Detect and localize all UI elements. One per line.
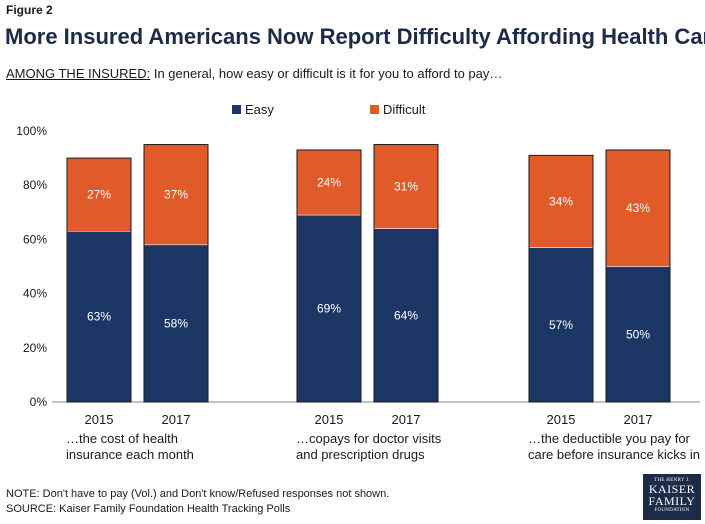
y-tick-label: 0% (30, 395, 48, 409)
bar-outline (605, 149, 671, 403)
chart-subtitle: AMONG THE INSURED: In general, how easy … (6, 66, 502, 81)
data-label-difficult: 24% (317, 175, 341, 189)
stacked-bar-chart: Easy Difficult 0% 20% 40% 60% 80% 100% 63% 27% 201… (16, 102, 700, 462)
x-tick-label-year: 2017 (162, 412, 191, 427)
bar-difficult (66, 157, 132, 232)
bar-easy (373, 228, 439, 403)
data-label-difficult: 31% (394, 180, 418, 194)
data-label-easy: 58% (164, 316, 188, 330)
bar-easy (528, 247, 594, 403)
logo-line-1: THE HENRY J. (654, 478, 690, 483)
bar-difficult (296, 149, 362, 216)
figure-label: Figure 2 (6, 3, 53, 17)
subtitle-prefix: AMONG THE INSURED: (6, 66, 151, 81)
bar-outline (296, 149, 362, 403)
logo-line-2: KAISER (648, 482, 696, 496)
bar-easy (296, 214, 362, 403)
data-label-easy: 50% (626, 327, 650, 341)
bar-difficult (143, 144, 209, 246)
y-tick-label: 100% (16, 124, 47, 138)
data-label-easy: 64% (394, 308, 418, 322)
x-tick-label-year: 2017 (392, 412, 421, 427)
kff-logo: THE HENRY J. KAISER FAMILY FOUNDATION (643, 474, 701, 520)
x-tick-label-year: 2015 (547, 412, 576, 427)
data-label-difficult: 27% (87, 188, 111, 202)
group-label: insurance each month (66, 447, 194, 462)
bar-outline (143, 144, 209, 403)
y-tick-label: 60% (23, 232, 47, 246)
bar-easy (605, 266, 671, 403)
data-label-easy: 63% (87, 310, 111, 324)
legend-label-easy: Easy (245, 102, 274, 117)
bar-difficult (605, 149, 671, 267)
legend-swatch-easy (232, 105, 241, 114)
data-label-easy: 57% (549, 318, 573, 332)
y-tick-label: 20% (23, 341, 47, 355)
data-label-difficult: 43% (626, 201, 650, 215)
logo-line-3: FAMILY (648, 494, 696, 508)
group-label: …the cost of health (66, 431, 178, 446)
bar-outline (373, 144, 439, 403)
legend-swatch-difficult (370, 105, 379, 114)
chart-note: NOTE: Don't have to pay (Vol.) and Don't… (6, 488, 390, 500)
y-tick-label: 40% (23, 287, 47, 301)
group-label: care before insurance kicks in (528, 447, 700, 462)
x-tick-label-year: 2015 (315, 412, 344, 427)
data-label-difficult: 34% (549, 194, 573, 208)
legend-label-difficult: Difficult (383, 102, 426, 117)
subtitle-text: In general, how easy or difficult is it … (150, 66, 503, 81)
data-label-difficult: 37% (164, 188, 188, 202)
group-label: …copays for doctor visits (296, 431, 442, 446)
group-label: …the deductible you pay for (528, 431, 691, 446)
bar-outline (528, 154, 594, 403)
x-tick-label-year: 2017 (624, 412, 653, 427)
data-label-easy: 69% (317, 302, 341, 316)
logo-line-4: FOUNDATION (654, 508, 690, 513)
y-tick-label: 80% (23, 178, 47, 192)
bar-difficult (528, 155, 594, 248)
chart-source: SOURCE: Kaiser Family Foundation Health … (6, 503, 291, 515)
x-tick-label-year: 2015 (85, 412, 114, 427)
group-label: and prescription drugs (296, 447, 425, 462)
chart-title: More Insured Americans Now Report Diffic… (5, 24, 705, 49)
bar-outline (66, 157, 132, 403)
